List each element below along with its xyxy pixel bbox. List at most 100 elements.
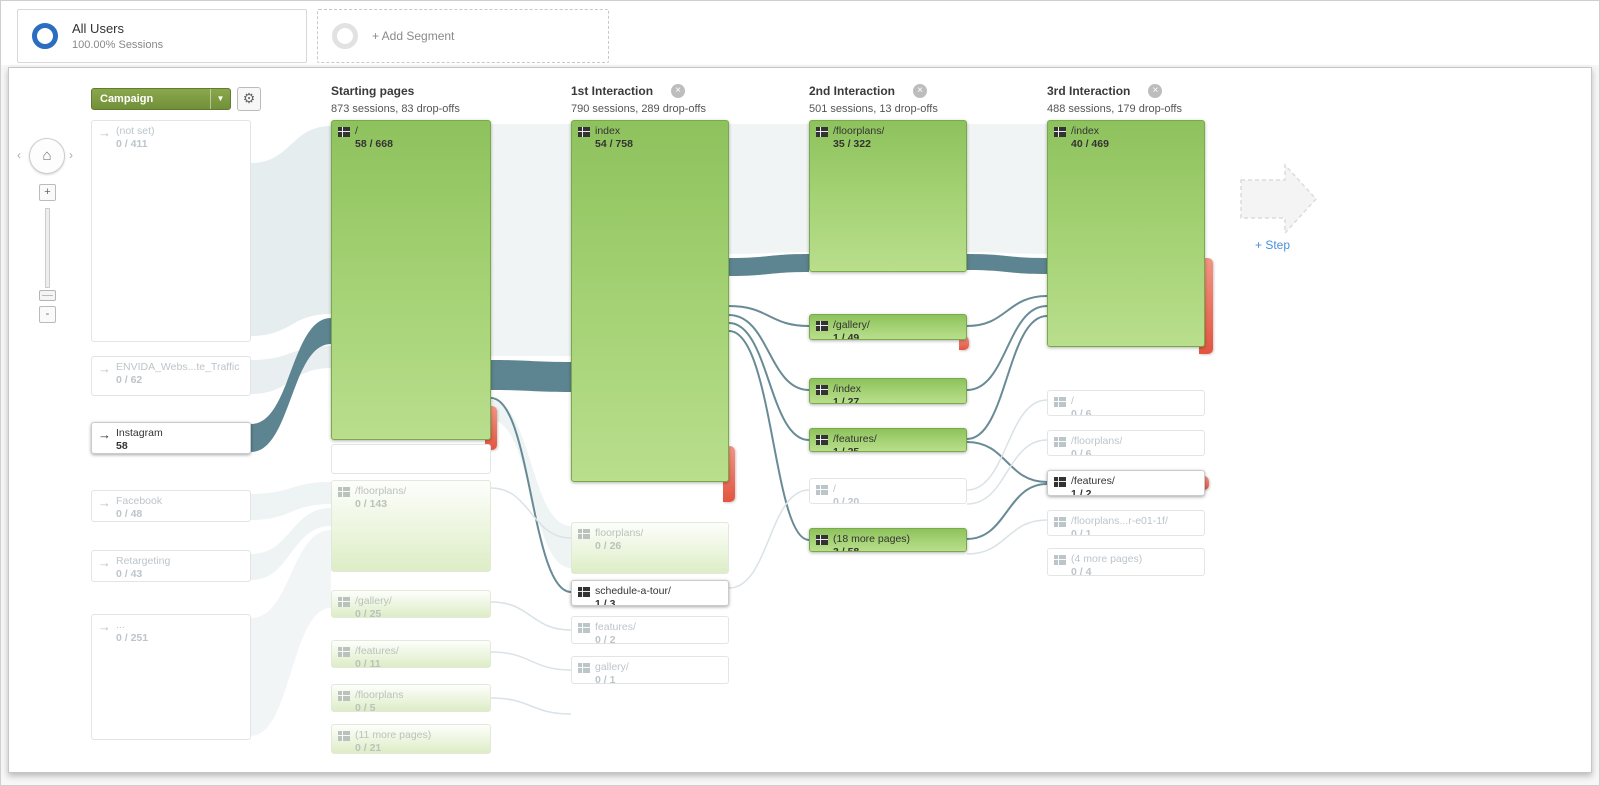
flow-node-i2-home[interactable]: /0 / 20 — [809, 478, 967, 504]
flow-node-campaign-retargeting[interactable]: → Retargeting 0 / 43 — [91, 550, 251, 582]
campaign-arrow-icon: → — [98, 555, 111, 570]
flow-node-start-overflow[interactable] — [331, 444, 491, 474]
page-icon — [816, 385, 828, 395]
settings-gear-button[interactable]: ⚙ — [237, 87, 261, 111]
flow-node-i2-features[interactable]: /features/1 / 25 — [809, 428, 967, 452]
ribbon-index-to-2nd-pale — [729, 124, 809, 254]
flow-node-campaign-instagram[interactable]: → Instagram 58 — [91, 422, 251, 454]
campaign-arrow-icon: → — [98, 361, 111, 376]
dimension-selector[interactable]: Campaign ▼ — [91, 88, 231, 110]
flow-node-i1-features[interactable]: features/0 / 2 — [571, 616, 729, 644]
home-icon: ⌂ — [42, 147, 52, 164]
column-header-2nd-interaction: 2nd Interaction × 501 sessions, 13 drop-o… — [809, 82, 1034, 115]
flow-node-campaign-facebook[interactable]: → Facebook 0 / 48 — [91, 490, 251, 522]
ribbon-home-to-index — [491, 360, 571, 392]
column-subtitle: 488 sessions, 179 drop-offs — [1047, 103, 1182, 115]
page-icon — [578, 529, 590, 539]
add-step-link[interactable]: + Step — [1255, 238, 1291, 252]
page-icon — [338, 691, 350, 701]
campaign-arrow-icon: → — [98, 125, 111, 140]
page-icon — [578, 587, 590, 597]
ribbon-other-campaigns — [251, 530, 331, 736]
segment-subtitle: 100.00% Sessions — [72, 39, 164, 51]
column-title: 3rd Interaction — [1047, 84, 1131, 98]
zoom-in-button[interactable]: + — [39, 184, 56, 201]
segment-all-users[interactable]: All Users 100.00% Sessions — [17, 9, 307, 63]
flow-node-start-more[interactable]: (11 more pages) 0 / 21 — [331, 724, 491, 754]
flow-node-campaign-envida[interactable]: → ENVIDA_Webs...te_Traffic 0 / 62 — [91, 356, 251, 396]
segment-bar: All Users 100.00% Sessions + Add Segment — [1, 1, 1599, 65]
flow-node-campaign-more[interactable]: → ... 0 / 251 — [91, 614, 251, 740]
close-column-icon[interactable]: × — [913, 83, 928, 98]
zoom-out-button[interactable]: - — [39, 306, 56, 323]
page-icon — [1054, 127, 1066, 137]
page-icon — [578, 623, 590, 633]
ribbon-notset-to-home — [251, 126, 331, 336]
flow-node-campaign-not-set[interactable]: → (not set) 0 / 411 — [91, 120, 251, 342]
page-icon — [578, 127, 590, 137]
page-icon — [816, 535, 828, 545]
flow-node-i2-more[interactable]: (18 more pages) 3 / 58 — [809, 528, 967, 552]
flow-panel: Campaign ▼ ⚙ ‹ ⌂ › + - Starting pages 87… — [8, 67, 1592, 773]
campaign-arrow-icon: → — [98, 427, 111, 442]
page-icon — [1054, 477, 1066, 487]
flow-node-start-gallery[interactable]: /gallery/0 / 25 — [331, 590, 491, 618]
page-icon — [338, 487, 350, 497]
segment-ring-icon — [32, 23, 58, 49]
flow-node-i3-floorplans[interactable]: /floorplans/0 / 6 — [1047, 430, 1205, 456]
page-icon — [1054, 555, 1066, 565]
flow-node-i3-home[interactable]: /0 / 6 — [1047, 390, 1205, 416]
column-title: 2nd Interaction — [809, 84, 896, 98]
page-icon — [816, 127, 828, 137]
page-icon — [578, 663, 590, 673]
flow-node-i2-floorplans[interactable]: /floorplans/35 / 322 — [809, 120, 967, 272]
ribbon-retargeting — [251, 508, 331, 580]
pan-left-icon[interactable]: ‹ — [17, 148, 21, 162]
page-icon — [338, 597, 350, 607]
ribbon-facebook — [251, 482, 331, 520]
ribbon-home-to-floorplans-pale — [491, 400, 571, 568]
flow-node-i1-schedule-a-tour[interactable]: schedule-a-tour/1 / 3 — [571, 580, 729, 606]
page-icon — [816, 321, 828, 331]
campaign-arrow-icon: → — [98, 495, 111, 510]
flow-node-start-floorplans-2[interactable]: /floorplans 0 / 5 — [331, 684, 491, 712]
zoom-slider-handle[interactable] — [39, 290, 56, 301]
ribbon-2nd-to-3rd-pale — [967, 124, 1047, 254]
column-subtitle: 790 sessions, 289 drop-offs — [571, 103, 706, 115]
add-segment-button[interactable]: + Add Segment — [317, 9, 609, 63]
column-title: 1st Interaction — [571, 84, 654, 98]
close-column-icon[interactable]: × — [1148, 83, 1163, 98]
flow-node-i3-index[interactable]: /index 40 / 469 — [1047, 120, 1205, 347]
flow-node-start-features[interactable]: /features/0 / 11 — [331, 640, 491, 668]
page-icon — [1054, 437, 1066, 447]
flow-node-i3-features[interactable]: /features/1 / 2 — [1047, 470, 1205, 496]
campaign-arrow-icon: → — [98, 619, 111, 634]
page-icon — [338, 127, 350, 137]
flow-node-start-home[interactable]: /58 / 668 — [331, 120, 491, 440]
page-icon — [816, 485, 828, 495]
column-subtitle: 873 sessions, 83 drop-offs — [331, 103, 460, 115]
flow-connections — [251, 124, 1318, 736]
column-header-3rd-interaction: 3rd Interaction × 488 sessions, 179 drop-… — [1047, 82, 1272, 115]
flow-node-i2-gallery[interactable]: /gallery/1 / 49 — [809, 314, 967, 340]
flow-node-i1-floorplans[interactable]: floorplans/0 / 26 — [571, 522, 729, 574]
pale-connectors — [490, 399, 1048, 715]
pan-right-icon[interactable]: › — [69, 148, 73, 162]
flow-node-i1-index[interactable]: index 54 / 758 — [571, 120, 729, 482]
ribbon-instagram-to-home — [251, 318, 331, 452]
home-button[interactable]: ⌂ — [29, 138, 65, 174]
ribbon-envida-to-home — [251, 346, 331, 394]
add-segment-ring-icon — [332, 23, 358, 49]
flow-node-i3-floorplans-deep[interactable]: /floorplans...r-e01-1f/0 / 1 — [1047, 510, 1205, 536]
flow-node-i3-more[interactable]: (4 more pages) 0 / 4 — [1047, 548, 1205, 576]
flow-node-start-floorplans[interactable]: /floorplans/0 / 143 — [331, 480, 491, 572]
ribbon-floorplans-to-index3 — [967, 254, 1047, 274]
ribbon-home-to-index-pale — [491, 124, 571, 356]
flow-node-i2-index[interactable]: /index 1 / 27 — [809, 378, 967, 404]
flow-node-i1-gallery[interactable]: gallery/0 / 1 — [571, 656, 729, 684]
close-column-icon[interactable]: × — [671, 83, 686, 98]
zoom-slider-track[interactable] — [45, 208, 50, 288]
segment-title: All Users — [72, 21, 125, 36]
page-icon — [1054, 517, 1066, 527]
